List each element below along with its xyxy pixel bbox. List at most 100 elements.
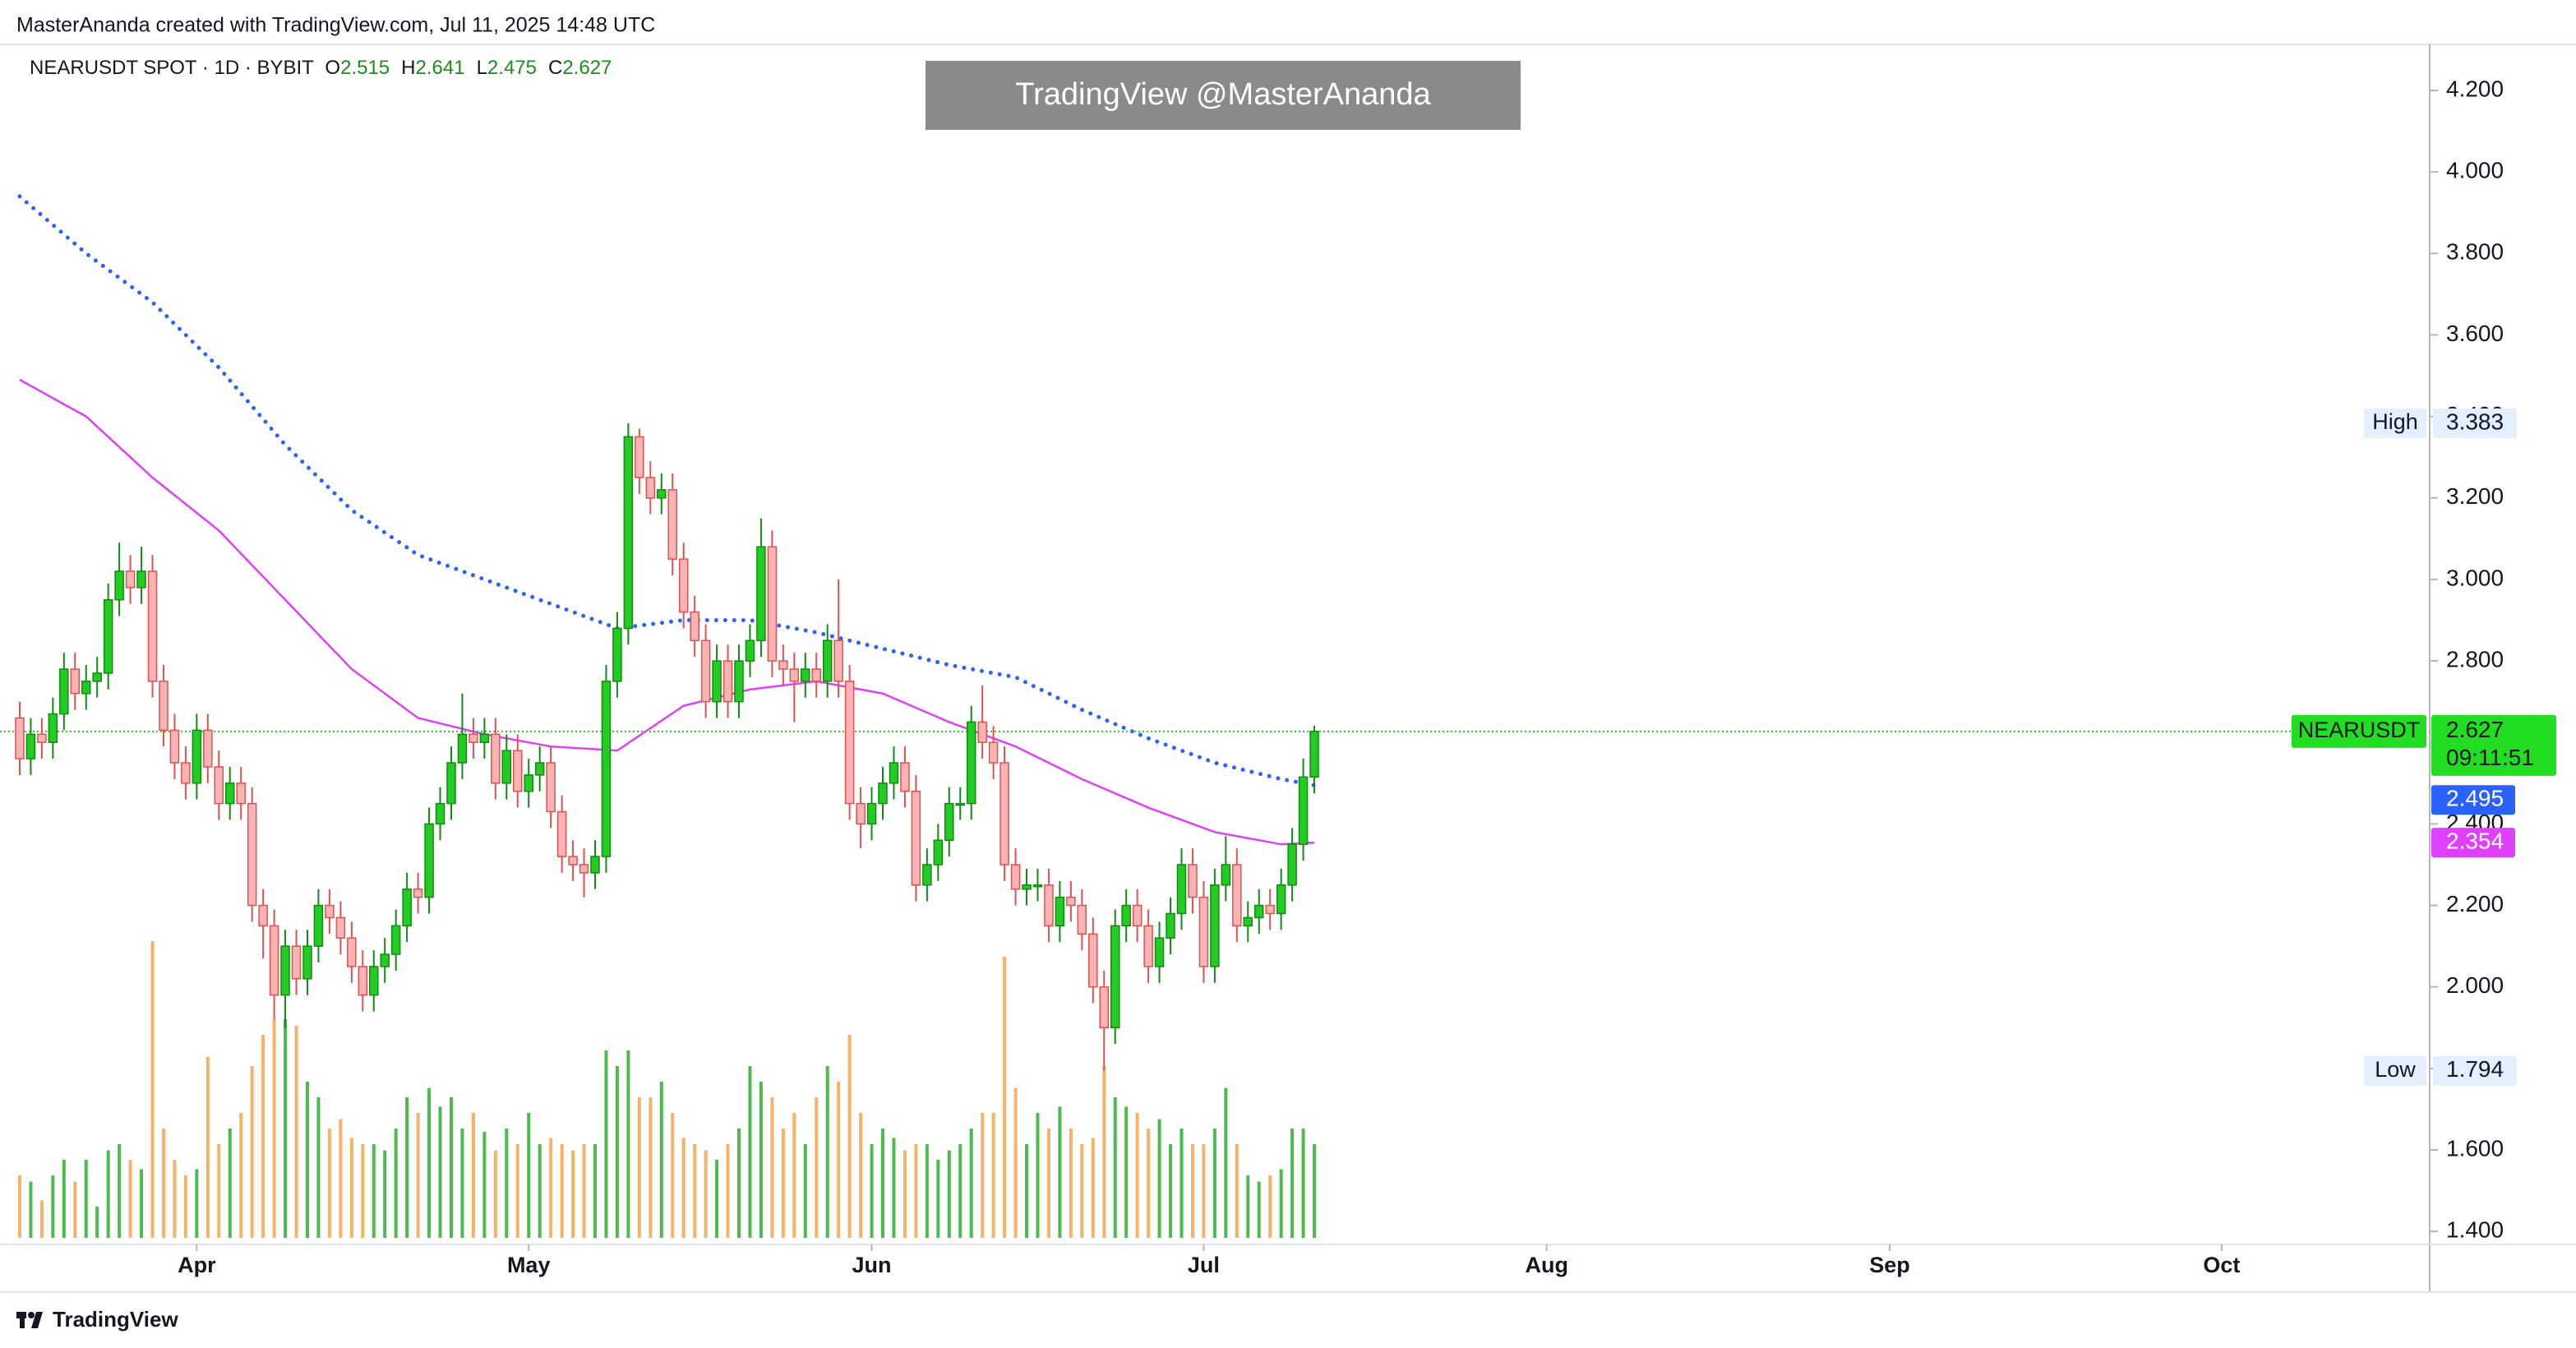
volume-bar	[991, 1113, 995, 1238]
volume-bar	[1025, 1144, 1029, 1238]
moving-average	[17, 194, 1317, 787]
watermark-box	[926, 61, 1521, 130]
ohlc-value: 2.627	[562, 57, 612, 79]
candle-body	[900, 762, 910, 792]
candle-body	[203, 729, 213, 768]
candle-body	[247, 802, 257, 907]
volume-bar	[1091, 1138, 1095, 1238]
y-tick-label: 2.000	[2446, 972, 2504, 998]
volume-bar	[593, 1144, 597, 1238]
volume-bar	[438, 1106, 442, 1238]
candle-body	[700, 639, 711, 703]
volume-bar	[73, 1181, 77, 1238]
volume-bar	[958, 1144, 963, 1238]
candle-body	[999, 762, 1009, 866]
volume-bar	[150, 941, 155, 1238]
candle-body	[114, 570, 124, 601]
volume-bar	[173, 1160, 177, 1238]
volume-bar	[1069, 1129, 1073, 1238]
volume-bar	[1202, 1144, 1206, 1238]
candle-body	[15, 717, 25, 759]
volume-bar	[118, 1144, 122, 1238]
brand-logo	[16, 1312, 43, 1328]
candle-body	[590, 856, 600, 874]
candle-body	[1143, 925, 1153, 967]
candle-body	[678, 558, 689, 613]
volume-bar	[1257, 1181, 1261, 1238]
candle-body	[469, 733, 478, 743]
candle-body	[1088, 933, 1098, 988]
candle-body	[335, 916, 346, 939]
y-tick-label: 2.200	[2446, 891, 2504, 916]
volume-bar	[1169, 1144, 1173, 1238]
volume-bar	[560, 1144, 564, 1238]
volume-bar	[493, 1150, 497, 1238]
low-value-box	[2433, 1055, 2517, 1086]
high-value: 3.383	[2446, 409, 2504, 434]
candle-body	[889, 762, 899, 784]
candle-body	[1077, 904, 1087, 935]
volume-bar	[339, 1119, 343, 1238]
volume-bar	[1036, 1113, 1040, 1238]
low-label-box	[2364, 1055, 2426, 1086]
volume-bar	[981, 1113, 985, 1238]
volume-bar	[449, 1097, 453, 1238]
overlay-value: 2.354	[2446, 829, 2504, 854]
candle-body	[446, 762, 456, 805]
candle-body	[70, 668, 81, 695]
volume-bar	[870, 1144, 874, 1238]
volume-bar	[770, 1097, 774, 1238]
attribution: MasterAnanda created with TradingView.co…	[16, 14, 655, 37]
candle-body	[147, 570, 158, 682]
candle-body	[37, 733, 47, 743]
candle-body	[745, 639, 755, 662]
volume-bar	[1157, 1119, 1161, 1238]
x-tick-label: May	[507, 1253, 551, 1277]
volume-bar	[914, 1144, 918, 1238]
overlay-value-box	[2431, 785, 2515, 815]
candle-body	[1032, 884, 1043, 888]
volume-bar	[305, 1082, 309, 1238]
volume-bar	[626, 1050, 630, 1238]
ohlc-key: L	[477, 57, 487, 79]
candle-body	[1198, 896, 1209, 967]
candle-body	[524, 774, 533, 792]
candle-body	[667, 489, 677, 560]
logo-part	[28, 1312, 35, 1318]
candle-body	[368, 966, 379, 996]
volume-bar	[726, 1144, 730, 1238]
volume-bar	[969, 1129, 973, 1238]
volume-bar	[361, 1144, 365, 1238]
candle-body	[413, 888, 423, 898]
y-tick-label: 1.600	[2446, 1135, 2504, 1161]
candle-body	[1110, 925, 1120, 1029]
candle-body	[789, 668, 800, 682]
last-price-box	[2431, 714, 2556, 776]
volume-bar	[792, 1113, 796, 1238]
candle-body	[325, 904, 335, 919]
candle-body	[1121, 904, 1131, 927]
volume-bar	[704, 1150, 708, 1238]
ohlc-key: C	[548, 57, 562, 79]
volume-bar	[505, 1129, 509, 1238]
volume-bar	[1124, 1106, 1129, 1238]
volume-bar	[1279, 1169, 1283, 1238]
candle-body	[1044, 884, 1054, 927]
candle-body	[1210, 884, 1220, 967]
volume-bar	[62, 1160, 66, 1238]
volume-bar	[903, 1150, 907, 1238]
volume-bar	[161, 1129, 165, 1238]
candle-body	[568, 856, 578, 866]
candle-body	[59, 668, 69, 715]
candle-body	[291, 945, 302, 980]
candle-body	[224, 782, 235, 805]
ohlc-value: 2.641	[416, 57, 465, 79]
volume-bar	[140, 1169, 144, 1238]
volume-bar	[936, 1160, 940, 1238]
volume-bar	[837, 1082, 841, 1238]
logo-part	[20, 1312, 25, 1328]
candle-body	[479, 733, 490, 743]
candle-body	[81, 681, 91, 695]
candle-body	[612, 627, 622, 682]
x-tick-label: Apr	[178, 1253, 216, 1277]
